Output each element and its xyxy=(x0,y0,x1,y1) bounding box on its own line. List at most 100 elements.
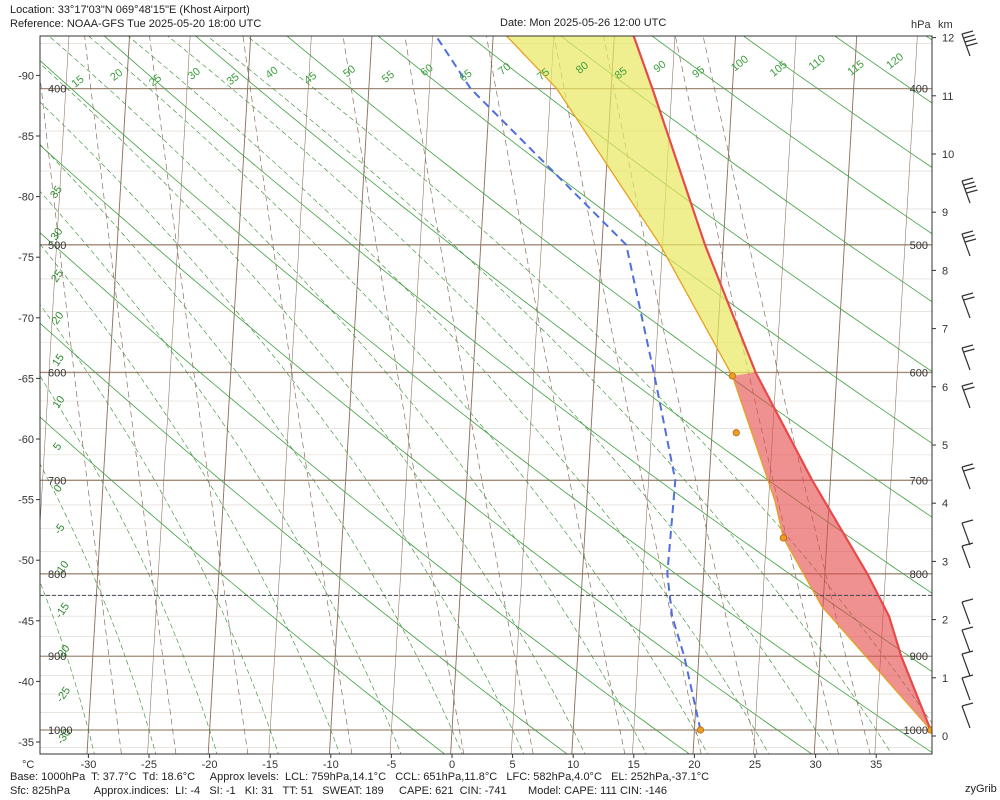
pressure-label: 900 xyxy=(910,651,928,663)
x-tick-label: 25 xyxy=(749,759,761,771)
moist-adiabat xyxy=(40,243,341,754)
isotherm xyxy=(389,36,433,754)
dry-adiabat xyxy=(195,36,932,594)
pressure-label: 500 xyxy=(910,240,928,252)
pressure-label: 700 xyxy=(910,475,928,487)
x-tick-label: 15 xyxy=(628,759,640,771)
wind-barb xyxy=(961,463,975,490)
moist-adiabat-label: 5 xyxy=(51,441,64,453)
pressure-label: 700 xyxy=(48,475,66,487)
isotherm xyxy=(692,36,736,754)
moist-adiabat-label: 30 xyxy=(49,226,66,243)
dry-adiabat xyxy=(40,232,691,754)
brand-label: zyGrib xyxy=(965,783,997,795)
cin-area xyxy=(732,372,931,730)
isotherm xyxy=(40,36,70,530)
isotherm xyxy=(207,36,252,754)
moist-adiabat-label: 35 xyxy=(48,184,65,201)
mixing-ratio-line xyxy=(84,36,177,754)
dry-adiabat-label: 45 xyxy=(302,70,319,87)
isotherm xyxy=(86,36,130,754)
dry-adiabat xyxy=(40,60,932,754)
height-tick-label: 9 xyxy=(942,207,948,219)
forecast-date: Date: Mon 2025-05-26 12:00 UTC xyxy=(500,17,667,29)
height-tick-label: 3 xyxy=(942,556,948,568)
moist-adiabat xyxy=(40,375,218,754)
height-tick-label: 2 xyxy=(942,615,948,627)
moist-adiabat xyxy=(40,463,157,754)
cape-area xyxy=(506,36,756,376)
x-tick-label: 20 xyxy=(688,759,700,771)
height-tick-label: 10 xyxy=(942,149,954,161)
dry-adiabat xyxy=(651,36,932,235)
moist-adiabat-label: 10 xyxy=(51,394,68,411)
left-tick-label: -90 xyxy=(18,70,34,82)
dry-adiabat-label: 90 xyxy=(651,58,668,75)
wind-barb xyxy=(961,230,977,257)
left-tick-label: -70 xyxy=(18,313,34,325)
moist-adiabat xyxy=(88,36,708,754)
height-tick-label: 8 xyxy=(942,265,948,277)
right-axis-km-label: km xyxy=(938,19,953,31)
wind-barb xyxy=(961,674,974,701)
mixing-ratio-line xyxy=(702,36,871,754)
wind-barb xyxy=(961,650,974,677)
wind-barb xyxy=(961,702,974,729)
dry-adiabat-label: 95 xyxy=(690,64,707,81)
dry-adiabat-label: 15 xyxy=(69,73,86,90)
x-tick-label: -30 xyxy=(80,759,96,771)
dry-adiabat-label: 65 xyxy=(457,67,474,84)
x-tick-label: -20 xyxy=(202,759,218,771)
dry-adiabat-label: 70 xyxy=(496,61,513,78)
wind-barb xyxy=(961,598,974,625)
dry-adiabat xyxy=(377,36,932,444)
wind-barb xyxy=(961,519,974,546)
left-tick-label: -45 xyxy=(18,616,34,628)
mixing-ratio-line xyxy=(40,73,122,754)
moist-adiabat-label: -15 xyxy=(53,601,72,621)
wind-barb xyxy=(961,542,974,569)
isotherm xyxy=(995,0,1000,764)
x-tick-label: -10 xyxy=(323,759,339,771)
dry-adiabat-label: 105 xyxy=(768,59,790,80)
pressure-label: 800 xyxy=(910,569,928,581)
moist-adiabat xyxy=(40,304,279,754)
x-tick-label: 30 xyxy=(809,759,821,771)
isotherm xyxy=(268,36,312,754)
mixing-ratio-line xyxy=(486,36,626,754)
mixing-ratio-line xyxy=(242,36,353,754)
moist-adiabat xyxy=(40,581,95,754)
moist-adiabat xyxy=(40,101,525,754)
x-tick-label: -15 xyxy=(262,759,278,771)
pressure-label: 600 xyxy=(910,367,928,379)
x-tick-label: 0 xyxy=(449,759,455,771)
chart-header: Location: 33°17'03"N 069°48'15"E (Khost … xyxy=(10,3,261,31)
dry-adiabat-label: 75 xyxy=(535,66,552,83)
left-tick-label: -85 xyxy=(18,131,34,143)
height-tick-label: 4 xyxy=(942,498,948,510)
dry-adiabat xyxy=(286,36,932,518)
x-tick-label: -5 xyxy=(387,759,397,771)
x-tick-label: -25 xyxy=(141,759,157,771)
dry-adiabat-label: 35 xyxy=(225,71,242,88)
mixing-ratio-line xyxy=(342,36,465,754)
dry-adiabat xyxy=(40,322,568,754)
location-text: Location: 33°17'03"N 069°48'15"E (Khost … xyxy=(10,4,250,16)
dry-adiabat xyxy=(560,36,932,303)
x-axis-label: °C xyxy=(22,759,34,771)
isotherm xyxy=(753,36,797,754)
height-tick-label: 1 xyxy=(942,673,948,685)
dry-adiabat xyxy=(834,36,932,104)
mixing-ratio-line xyxy=(603,36,758,754)
dry-adiabat xyxy=(40,416,446,754)
moist-adiabat-label: 20 xyxy=(50,310,67,327)
height-tick-label: 11 xyxy=(942,91,953,103)
dry-adiabat-label: 60 xyxy=(419,62,436,79)
moist-adiabat xyxy=(48,36,647,754)
pressure-label: 400 xyxy=(910,84,928,96)
dry-adiabat-label: 55 xyxy=(380,69,397,86)
pressure-label: 400 xyxy=(48,84,66,96)
height-tick-label: 7 xyxy=(942,324,948,336)
moist-adiabat-label: 15 xyxy=(50,352,67,369)
